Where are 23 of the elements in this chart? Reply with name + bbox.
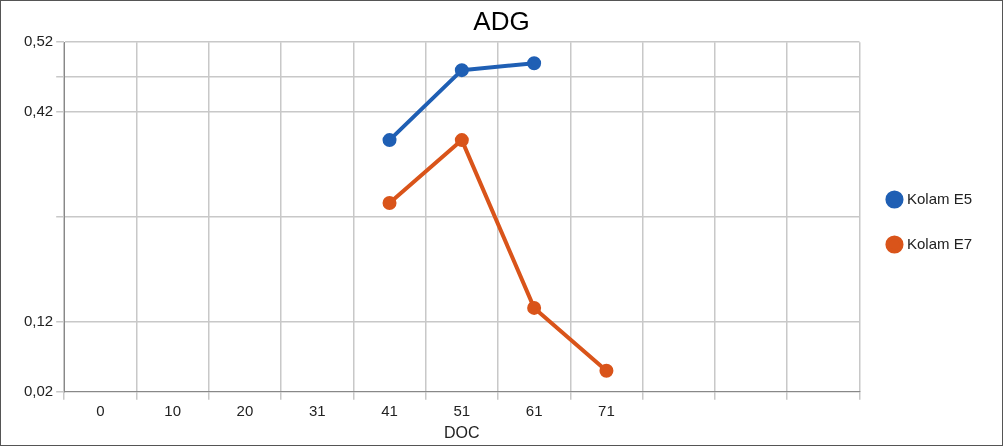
legend-label: Kolam E7 [906, 234, 973, 252]
x-tick-label: 20 [236, 401, 254, 419]
x-tick-label: 71 [598, 401, 615, 419]
y-tick-label: 0,42 [23, 102, 54, 120]
y-tick-label: 0,52 [23, 32, 54, 50]
x-tick-label: 61 [525, 401, 543, 419]
y-tick-label: 0,02 [23, 381, 54, 399]
x-tick-label: 51 [453, 401, 471, 419]
chart-title: ADG [473, 5, 530, 36]
x-tick-label: 10 [164, 401, 181, 419]
x-tick-label: 0 [96, 401, 105, 419]
point [382, 133, 397, 148]
point [527, 300, 542, 315]
point [454, 63, 469, 78]
point [382, 196, 397, 211]
point [527, 56, 542, 71]
x-tick-label: 31 [308, 401, 326, 419]
x-tick-label: 41 [381, 401, 398, 419]
legend-label: Kolam E5 [906, 189, 973, 207]
point [454, 133, 469, 148]
y-tick-label: 0,12 [23, 312, 54, 330]
point [599, 363, 614, 378]
x-axis-title: DOC [444, 423, 480, 441]
